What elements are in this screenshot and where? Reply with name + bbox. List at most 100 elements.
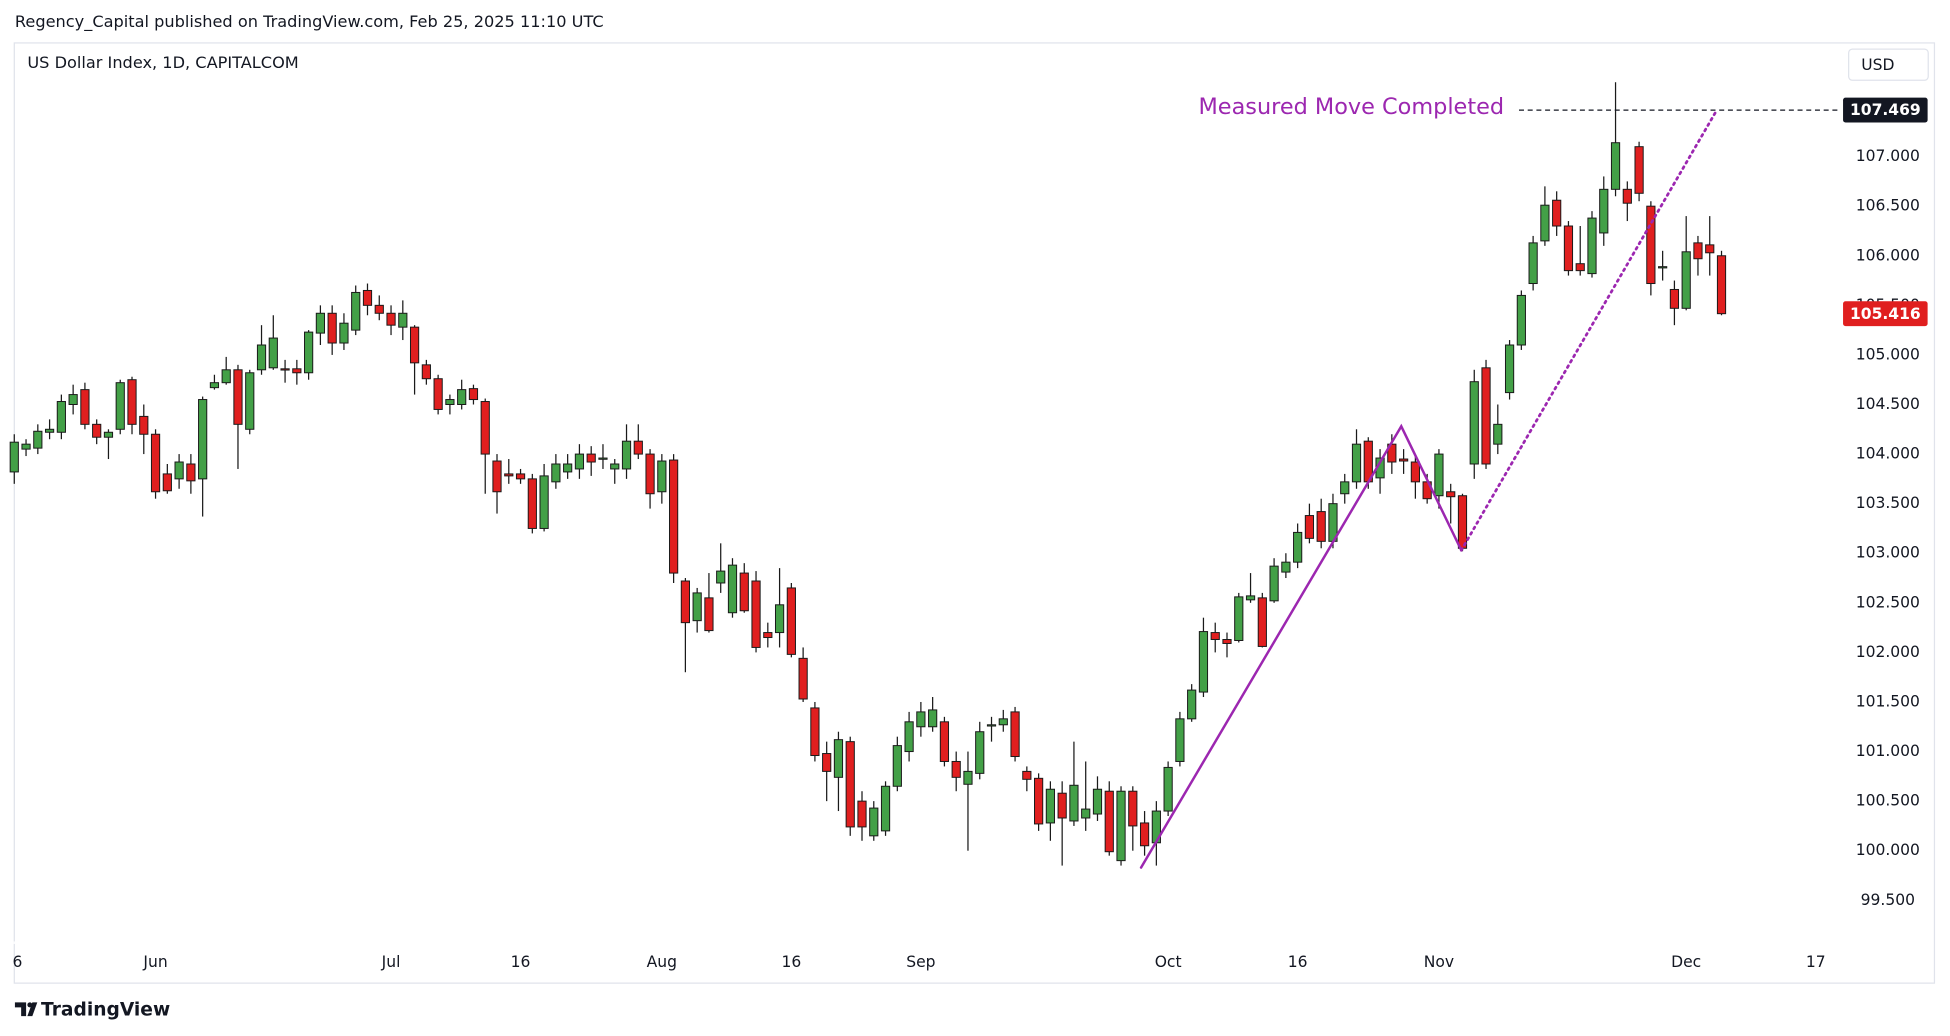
- candle-body: [280, 368, 290, 371]
- x-tick-label: 17: [1806, 953, 1826, 971]
- candle-body: [315, 312, 325, 334]
- x-tick-label: 6: [12, 953, 22, 971]
- candle-body: [1034, 777, 1044, 825]
- candle-body: [1293, 531, 1303, 563]
- candle-body: [362, 289, 373, 306]
- candle-body: [1234, 596, 1244, 641]
- candle-body: [916, 711, 926, 728]
- candle-body: [1198, 631, 1209, 693]
- candle-body: [751, 580, 761, 648]
- candle-body: [1399, 458, 1409, 462]
- candle-body: [103, 431, 114, 438]
- candle-body: [1457, 495, 1468, 549]
- candle-body: [621, 440, 632, 470]
- x-tick-label: 16: [511, 953, 531, 971]
- publisher-line: Regency_Capital published on TradingView…: [15, 12, 604, 32]
- candle-body: [374, 304, 384, 314]
- y-tick-label: 102.000: [1856, 643, 1920, 661]
- candle-body: [162, 473, 172, 492]
- candle-body: [1045, 788, 1055, 824]
- candle-body: [798, 657, 808, 700]
- candle-body: [1658, 266, 1668, 269]
- candle-body: [127, 379, 137, 425]
- candle-body: [1304, 515, 1315, 539]
- candle-body: [1575, 263, 1585, 272]
- candle-body: [1163, 766, 1173, 812]
- candle-body: [1128, 790, 1138, 827]
- candle-body: [1469, 381, 1479, 465]
- candle-body: [763, 632, 773, 639]
- last-price-box: [1843, 301, 1928, 327]
- candle-body: [975, 731, 985, 774]
- currency-label[interactable]: USD: [1861, 56, 1894, 74]
- candle-body: [574, 453, 585, 470]
- target-price-label: 107.469: [1850, 101, 1921, 119]
- candle-body: [1481, 367, 1491, 465]
- candle-body: [951, 760, 961, 778]
- candle-body: [1504, 344, 1515, 394]
- candle-body: [880, 785, 891, 832]
- candle-body: [1716, 255, 1727, 315]
- candle-body: [939, 721, 950, 762]
- candle-body: [586, 453, 596, 463]
- x-tick-label: Nov: [1424, 953, 1454, 971]
- candle-body: [1092, 788, 1103, 815]
- y-tick-label: 101.500: [1856, 692, 1920, 710]
- x-tick-label: 16: [781, 953, 801, 971]
- candle-body: [669, 459, 679, 574]
- candle-body: [1222, 639, 1232, 644]
- y-tick-label: 100.500: [1856, 792, 1920, 810]
- candle-body: [810, 707, 820, 757]
- candle-body: [1610, 142, 1621, 190]
- y-tick-label: 102.500: [1856, 593, 1920, 611]
- candle-body: [598, 457, 608, 460]
- candle-body: [1681, 251, 1691, 309]
- candle-body: [774, 604, 785, 634]
- candle-body: [739, 572, 749, 612]
- logo-text[interactable]: TradingView: [41, 999, 170, 1020]
- candle-body: [1257, 597, 1267, 647]
- candle-body: [1269, 565, 1279, 602]
- y-tick-label: 106.500: [1856, 197, 1920, 215]
- y-tick-label: 100.000: [1856, 841, 1920, 859]
- y-tick-label: 99.500: [1861, 891, 1915, 909]
- candle-body: [233, 369, 243, 425]
- candle-body: [892, 745, 902, 787]
- candle-body: [845, 741, 855, 828]
- candle-body: [1116, 790, 1126, 862]
- candle-body: [833, 739, 844, 778]
- y-tick-label: 106.000: [1856, 246, 1920, 264]
- candle-body: [1705, 244, 1715, 254]
- candle-body: [786, 587, 796, 655]
- candle-body: [92, 423, 102, 438]
- candle-body: [1069, 784, 1079, 822]
- candle-body: [680, 580, 690, 624]
- candle-body: [1057, 792, 1067, 819]
- candle-body: [9, 441, 19, 473]
- candle-body: [704, 597, 714, 632]
- y-tick-label: 104.000: [1856, 445, 1920, 463]
- candle-body: [351, 291, 361, 331]
- logo-dot[interactable]: [27, 1002, 33, 1008]
- candle-body: [1081, 808, 1091, 819]
- currency-box[interactable]: [1848, 48, 1929, 81]
- candle-body: [421, 364, 431, 380]
- candle-body: [1552, 199, 1562, 227]
- symbol-title: US Dollar Index, 1D, CAPITALCOM: [27, 53, 298, 72]
- candle-body: [1010, 711, 1020, 758]
- candle-body: [174, 461, 184, 480]
- tradingview-logo[interactable]: TradingView: [14, 999, 170, 1020]
- y-tick-label: 101.000: [1856, 742, 1920, 760]
- target-price-box: [1843, 97, 1928, 123]
- candle-body: [963, 770, 973, 785]
- candle-body: [1563, 225, 1574, 272]
- candle-body: [692, 592, 702, 622]
- candle-body: [445, 399, 455, 405]
- candle-body: [209, 382, 220, 389]
- y-tick-label: 107.000: [1856, 147, 1920, 165]
- candle-body: [1351, 443, 1362, 483]
- candle-body: [657, 460, 667, 493]
- candle-body: [1646, 205, 1656, 285]
- candle-body: [44, 428, 55, 433]
- candle-body: [150, 433, 161, 493]
